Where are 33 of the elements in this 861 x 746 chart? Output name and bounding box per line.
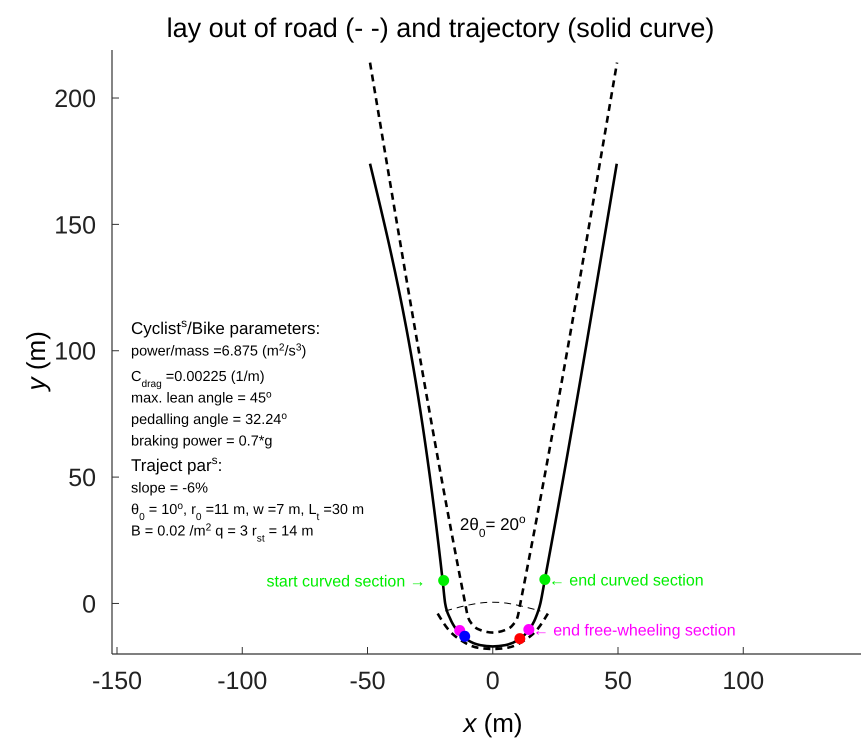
y-tick-label: 150 — [54, 211, 96, 240]
annotation: braking power = 0.7*g — [131, 434, 272, 450]
x-tick-label: -50 — [349, 667, 386, 695]
annotation: 2θ$_{0}$= 20$^{o}$ — [460, 512, 526, 540]
annotation: start curved section → — [266, 573, 426, 590]
x-tick-label: 50 — [604, 667, 632, 695]
annotation: B = 0.02 /m$^{2}$ q = 3 r$_{st}$ = 14 m — [131, 522, 314, 544]
annotation: slope = -6% — [131, 480, 208, 496]
point — [514, 633, 526, 644]
annotation: max. lean angle = 45$^{o}$ — [131, 389, 272, 406]
annotation: ← end free-wheeling section — [532, 622, 736, 640]
chart-title: lay out of road (- -) and trajectory (solid curve) — [166, 13, 714, 43]
x-tick-label: 0 — [486, 667, 500, 695]
x-tick-label: 100 — [722, 667, 764, 695]
y-tick-label: 50 — [68, 464, 96, 492]
point — [438, 574, 450, 586]
y-tick-label: 0 — [82, 590, 96, 618]
x-axis-title: x (m) — [461, 708, 523, 738]
annotation: Cyclist$^{s}$/Bike parameters: — [131, 316, 320, 338]
y-tick-label: 100 — [54, 338, 96, 366]
x-tick-label: -150 — [92, 667, 142, 695]
annotation: ← end curved section — [548, 572, 704, 590]
point — [523, 624, 534, 635]
y-tick-label: 200 — [54, 85, 96, 114]
annotation: power/mass =6.875 (m$^{2}$/s$^{3}$) — [131, 342, 306, 360]
point — [459, 630, 470, 642]
y-axis-title: y (m) — [21, 331, 51, 392]
annotation: C$_{drag}$ =0.00225 (1/m) — [131, 369, 265, 390]
text: θ$_{0}$ = 10$^{o}$, r$_{0}$ =11 m, w =7 m, L$_{t}$ =30 m — [131, 500, 364, 522]
annotation: Traject par$^{s}$: — [131, 453, 222, 475]
annotation: pedalling angle = 32.24$^{o}$ — [131, 410, 288, 428]
x-tick-label: -100 — [217, 667, 268, 695]
point — [539, 574, 550, 585]
